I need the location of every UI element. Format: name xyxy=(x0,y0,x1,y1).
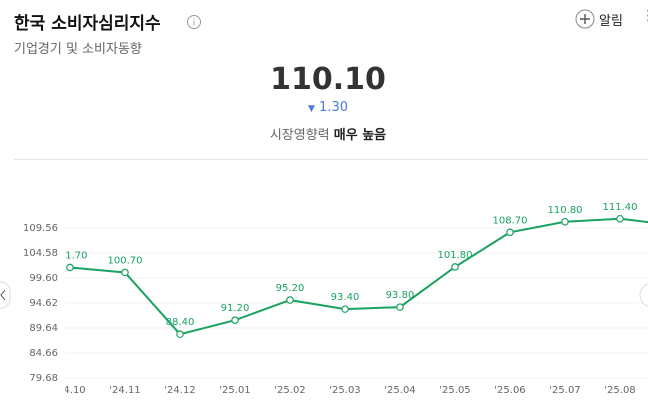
change-value: 1.30 xyxy=(319,100,348,115)
point xyxy=(616,214,624,223)
point xyxy=(176,330,184,339)
point xyxy=(231,316,239,324)
value-label: 88.40 xyxy=(166,317,195,328)
influence-label: 시장영향력 xyxy=(269,128,330,143)
right-arrow[interactable] xyxy=(639,283,648,307)
value-label: 101.80 xyxy=(438,250,473,261)
more-icon[interactable]: ⋮ xyxy=(641,8,648,24)
change: ▼ 1.30 xyxy=(0,100,648,115)
x-tick-label: '24.10 xyxy=(54,385,85,396)
title: 한국 소비자심리지수 xyxy=(14,14,161,34)
down-arrow: ▼ xyxy=(307,104,315,114)
value-label: 110.80 xyxy=(548,205,583,216)
x-tick-label: '25.06 xyxy=(494,385,525,396)
alarm-label: 알림 xyxy=(599,13,623,29)
y-tick-label: 79.68 xyxy=(29,373,58,384)
influence-level: 매우 높음 xyxy=(333,128,387,143)
value-label: 91.20 xyxy=(221,303,250,314)
x-tick-label: '25.03 xyxy=(329,385,360,396)
value-label: 93.40 xyxy=(331,292,360,303)
x-tick-label: '25.07 xyxy=(549,385,580,396)
x-tick-label: '25.04 xyxy=(384,385,415,396)
value-label: 93.80 xyxy=(386,290,415,301)
subtitle: 기업경기 및 소비자동향 xyxy=(14,42,142,57)
value-label: 100.70 xyxy=(108,255,143,266)
y-tick-label: 84.66 xyxy=(29,348,58,359)
info-icon[interactable]: i xyxy=(186,14,202,30)
x-tick-label: '25.02 xyxy=(274,385,305,396)
left-arrow[interactable] xyxy=(0,281,11,309)
x-tick-label: '25.05 xyxy=(439,385,470,396)
point xyxy=(286,296,294,304)
value-label: 95.20 xyxy=(276,283,305,294)
current-value: 110.10 xyxy=(270,62,386,97)
point xyxy=(121,268,129,277)
x-tick-label: '24.12 xyxy=(164,385,195,396)
x-tick-label: '24.11 xyxy=(109,385,140,396)
point xyxy=(396,303,404,311)
y-tick-label: 94.62 xyxy=(29,298,58,309)
point xyxy=(561,217,569,226)
y-tick-label: 109.56 xyxy=(23,223,58,234)
value-label: 111.40 xyxy=(603,202,638,213)
alarm-button[interactable]: 알림 xyxy=(575,9,623,29)
plot: '24.10 '24.11 '24.12 '25.01 '25.02 '25.03 '25.… xyxy=(53,202,648,396)
influence: 시장영향력 매우 높음 xyxy=(0,124,648,143)
y-tick-label: 99.60 xyxy=(29,273,58,284)
point xyxy=(66,263,74,272)
divider xyxy=(14,159,648,160)
x-tick-label: '25.01 xyxy=(219,385,250,396)
point xyxy=(451,263,459,271)
value-label: 101.70 xyxy=(53,250,88,261)
line xyxy=(69,217,648,336)
chart-bg xyxy=(14,160,648,403)
y-tick-label: 89.64 xyxy=(29,323,58,334)
plus-icon xyxy=(575,9,595,29)
svg-text:i: i xyxy=(193,19,196,29)
y-tick-label: 104.58 xyxy=(23,248,58,259)
x-tick-label: '25.08 xyxy=(604,385,635,396)
point xyxy=(506,228,514,237)
point xyxy=(341,305,349,313)
value-label: 108.70 xyxy=(493,215,528,226)
